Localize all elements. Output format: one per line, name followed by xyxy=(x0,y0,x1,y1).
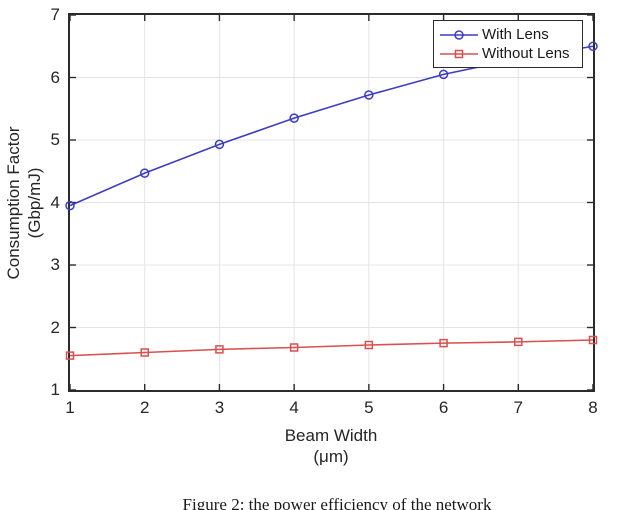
y-tick-label: 3 xyxy=(50,255,60,274)
data-point-marker xyxy=(438,69,449,80)
data-point-marker xyxy=(289,343,299,352)
x-tick-label: 2 xyxy=(139,398,150,417)
x-tick-label: 6 xyxy=(438,398,449,417)
square-marker-icon xyxy=(454,49,464,58)
y-tick-label: 7 xyxy=(50,5,60,24)
y-tick-label: 4 xyxy=(50,192,60,212)
y-tick-label: 6 xyxy=(50,67,60,87)
x-tick-label: 7 xyxy=(513,398,524,417)
x-axis-label-text: Beam Width xyxy=(284,426,378,445)
data-point-marker xyxy=(364,90,374,100)
y-axis-label-text: Consumption Factor xyxy=(4,126,23,280)
data-point-marker xyxy=(139,168,150,178)
y-axis-label: Consumption Factor (Gbp/mJ) xyxy=(3,126,45,279)
x-tick-label: 3 xyxy=(214,398,225,417)
data-point-marker xyxy=(215,345,224,354)
data-point-marker xyxy=(214,139,225,150)
legend-item-without-lens: Without Lens xyxy=(439,44,578,63)
series-line-with-lens xyxy=(69,45,594,207)
data-point-marker xyxy=(588,335,598,345)
data-point-marker xyxy=(364,340,374,350)
x-tick-label: 4 xyxy=(289,398,299,417)
plot-area xyxy=(65,13,598,392)
data-point-marker xyxy=(588,41,598,51)
data-point-marker xyxy=(514,337,523,347)
x-tick-label: 8 xyxy=(588,398,598,417)
data-point-marker xyxy=(65,200,75,211)
data-point-marker xyxy=(439,338,448,348)
legend-label: With Lens xyxy=(482,26,549,43)
legend-sample-line xyxy=(440,29,478,40)
y-axis-label-unit: (Gbp/mJ) xyxy=(25,167,44,239)
y-tick-label: 2 xyxy=(50,317,60,337)
series-line-without-lens xyxy=(69,339,594,357)
y-tick-label: 1 xyxy=(50,380,60,399)
circle-marker-icon xyxy=(454,29,464,40)
legend-sample-line xyxy=(440,49,478,58)
figure-caption: Figure 2: the power efficiency of the ne… xyxy=(182,495,492,510)
legend-item-with-lens: With Lens xyxy=(439,25,578,44)
data-point-marker xyxy=(140,348,149,357)
x-tick-label: 1 xyxy=(65,398,75,417)
legend: With Lens Without Lens xyxy=(433,20,583,68)
x-axis-label: Beam Width (μm) xyxy=(285,425,378,467)
y-tick-label: 5 xyxy=(50,130,60,149)
x-axis-label-unit: (μm) xyxy=(313,447,349,466)
legend-label: Without Lens xyxy=(482,45,570,62)
x-tick-label: 5 xyxy=(364,398,374,417)
data-point-marker xyxy=(289,113,299,123)
chart-canvas xyxy=(65,14,598,391)
data-point-marker xyxy=(65,351,75,360)
